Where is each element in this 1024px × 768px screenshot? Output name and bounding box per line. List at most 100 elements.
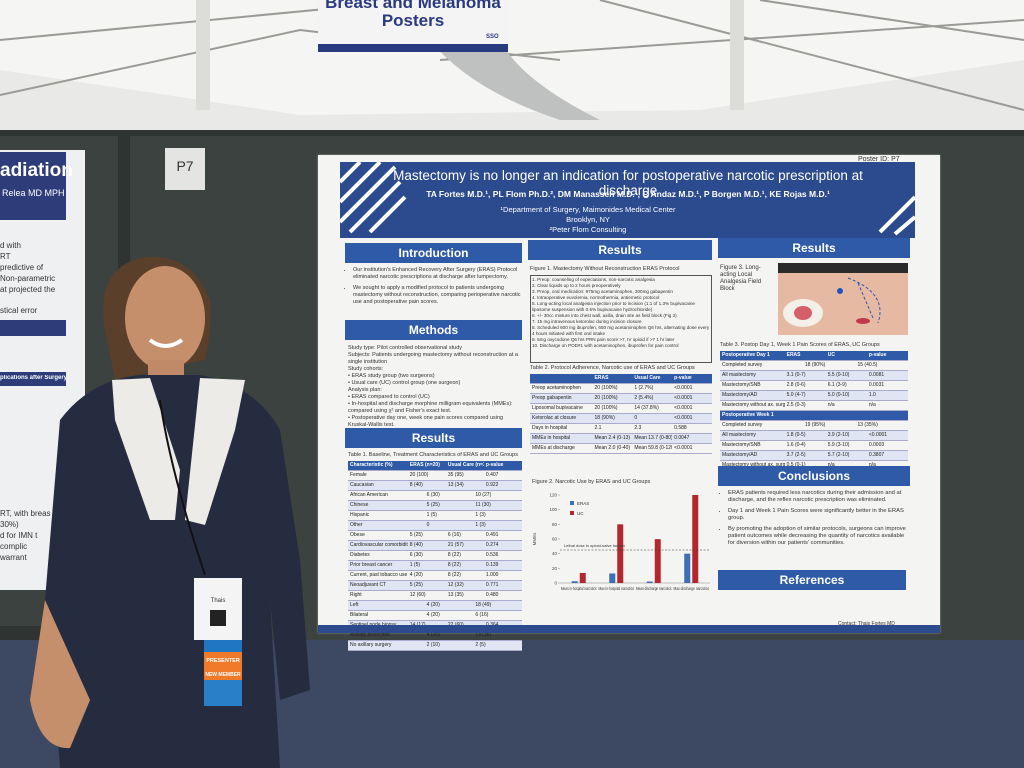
table-cell: Current, past tobacco use (350, 572, 408, 578)
table-cell: Axillary dissection (350, 632, 390, 638)
legend-swatch (570, 501, 574, 505)
left-poster-header (0, 152, 66, 220)
table-row: Caucasian 8 (40) 13 (34) 0.922 (348, 481, 522, 491)
table-cell: 3.7 (2-5) (786, 452, 806, 458)
table-2: ERAS Usual Care p-value Preop acetaminophen… (530, 374, 712, 454)
y-tick-label: 80 (552, 522, 558, 527)
table-cell: 12 (32) (447, 582, 464, 588)
y-tick-label: 60 (552, 537, 558, 542)
table-row: MMEs at discharge Mean 2.0 (0-40) Mean 59.… (530, 444, 712, 454)
table-cell: Mastectomy without ax. surgery (722, 462, 785, 468)
incision (856, 318, 870, 324)
table-row: Axillary dissection 4 (20) 13 (35) (348, 631, 522, 641)
table-cell: 5 (25) (409, 532, 423, 538)
table-cell: 3.9 (2-10) (827, 432, 850, 438)
poster-id: Poster ID: P7 (858, 156, 900, 163)
table-cell: 0.0031 (868, 382, 885, 388)
table-cell: 1 (3) (475, 512, 486, 518)
face (125, 266, 205, 370)
table-row: Bilateral 4 (20) 6 (16) (348, 611, 522, 621)
table-cell: Right (350, 592, 362, 598)
board-label: P7 (176, 158, 194, 174)
text-line: 30%) (0, 520, 19, 529)
tent-fabric (0, 0, 1024, 115)
table-cell: 2 (10) (426, 642, 440, 648)
bullet: By promoting the adoption of similar pro… (728, 526, 908, 547)
table-cell: 1.8 (0-5) (786, 432, 806, 438)
text-line: d with (0, 241, 21, 250)
text-line: RT, with breas (0, 509, 51, 518)
bar (617, 524, 624, 583)
text-line: 1. Preop: counseling of expectations, no… (532, 277, 655, 282)
table-cell: Other (350, 522, 363, 528)
left-poster-band (0, 372, 66, 386)
bullet: We sought to apply a modified protocol t… (353, 285, 522, 306)
text-line: • ERAS compared to control (UC) (348, 394, 430, 400)
text-line: Subjects: Patients undergoing mastectomy… (348, 352, 518, 365)
table-cell: p-value (674, 375, 692, 381)
text-line: RT (0, 252, 11, 261)
section-heading: Methods (345, 320, 522, 340)
left-poster-subtitle: plications after Surgery (0, 375, 66, 381)
section-heading: Results (345, 428, 522, 448)
banner-title: Breast and Melanoma Posters (325, 0, 501, 30)
table-cell: 4 (20) (426, 632, 440, 638)
table-cell: African American (350, 492, 388, 498)
table-cell: 0.274 (485, 542, 499, 548)
text-line: 6. +/- 30cc mixture into chest wall, axi… (532, 313, 677, 318)
bullet: Our institution's Enhanced Recovery Afte… (353, 267, 522, 281)
text-line: • In-hospital and discharge morphine mil… (348, 401, 513, 414)
table-cell: Hispanic (350, 512, 370, 518)
left-poster-title: adiation (0, 160, 73, 181)
table-cell: 4 (20) (409, 572, 423, 578)
table-row: Postoperative Week 1 (720, 411, 908, 421)
table-cell: 14 (37.8%) (634, 405, 659, 411)
table-cell: 5.9 (3-10) (827, 442, 850, 448)
table-cell: 8 (40) (409, 482, 423, 488)
table-1: Characteristic (%) ERAS (n=20) Usual Care … (348, 461, 522, 651)
left-poster-band (0, 320, 66, 336)
table-cell: 13 (35%) (857, 422, 878, 428)
table-cell: Chinese (350, 502, 369, 508)
table-cell: Mean 59.8 (0-120) (634, 445, 673, 451)
table-cell: 0.0003 (868, 442, 885, 448)
bar (646, 581, 653, 583)
table-row: Completed survey 18 (90%) 15 (40.5) (720, 361, 908, 371)
table-cell: 2.8 (0-6) (786, 382, 806, 388)
table-cell: 2 (5) (475, 642, 486, 648)
table-cell: MMEs in hospital (532, 435, 571, 441)
section-heading: Introduction (345, 243, 522, 263)
table-cell: Postoperative Week 1 (722, 412, 774, 418)
y-tick-label: 120 (549, 493, 557, 498)
header-stripes (340, 162, 915, 236)
table-row: Preop gabapentin 20 (100%) 2 (5.4%) <0.0001 (530, 394, 712, 404)
table-cell: Diabetes (350, 552, 370, 558)
table-row: MMEs in hospital Mean 2.4 (0-13) Mean 13.7… (530, 434, 712, 444)
ribbon (204, 652, 242, 666)
table-cell: ERAS (594, 375, 609, 381)
table-cell: 8 (22) (447, 572, 461, 578)
table-cell: 6 (16) (475, 612, 489, 618)
table-cell: Completed survey (722, 362, 763, 368)
table-cell: 15 (40.5) (857, 362, 878, 368)
table-cell: 8 (40) (409, 542, 423, 548)
table-cell: 21 (57) (447, 542, 464, 548)
table-cell: 6 (30) (409, 552, 423, 558)
text-line: Non-parametric (0, 274, 56, 283)
table-cell: 2.1 (594, 425, 602, 431)
table-cell: <0.0001 (674, 385, 693, 391)
bullet: ERAS patients required less narcotics du… (728, 490, 908, 504)
table-cell: p-value (485, 462, 504, 468)
figure-2: Figure 2. Narcotic Use by ERAS and UC Gr… (532, 479, 710, 592)
text-line: at projected the (0, 285, 56, 294)
photo-edge (778, 263, 908, 273)
table-cell: Caucasian (350, 482, 374, 488)
text-line: 5. Long-acting local analgesia injection… (532, 301, 695, 312)
contact: Contact: Thais Fortes MD (838, 621, 895, 627)
text-line: ²Peter Flom Consulting (549, 225, 627, 234)
text-line: • ERAS study group (two surgeons) (348, 373, 435, 379)
y-tick-label: 100 (549, 507, 557, 512)
y-tick-label: 0 (554, 581, 557, 586)
table-cell: ERAS (n=20) (409, 462, 440, 468)
